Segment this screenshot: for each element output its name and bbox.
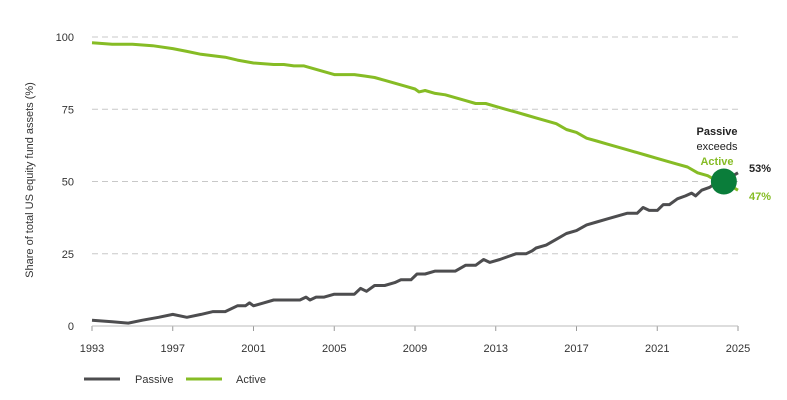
y-tick-label: 25 [62,249,74,261]
x-tick-label: 1993 [80,343,104,355]
annotation-active: Active [700,156,733,168]
series-line-passive [91,171,739,325]
gridlines [92,36,738,255]
legend-passive-label: Passive [135,374,174,386]
y-axis-ticks: 0 25 50 75 100 [56,32,74,333]
crossover-marker [710,168,737,195]
x-axis-ticks: 1993 1997 2001 2005 2009 2013 2017 2021 2025 [80,326,750,355]
y-axis-label: Share of total US equity fund assets (%) [24,82,36,278]
y-tick-label: 100 [56,32,74,44]
annotation-passive: Passive [697,126,738,138]
annotation-exceeds: exceeds [697,141,738,153]
x-tick-label: 2017 [564,343,588,355]
series-lines [91,41,739,325]
x-tick-label: 2009 [403,343,427,355]
x-tick-label: 2025 [726,343,750,355]
active-end-label: 47% [749,191,771,203]
x-tick-label: 2021 [645,343,669,355]
x-tick-label: 2005 [322,343,346,355]
legend: Passive Active [84,374,266,386]
y-tick-label: 50 [62,177,74,189]
legend-active-label: Active [236,374,266,386]
series-line-active [91,41,739,192]
passive-end-label: 53% [749,163,771,175]
y-tick-label: 0 [68,321,74,333]
x-tick-label: 1997 [161,343,185,355]
x-tick-label: 2013 [484,343,508,355]
y-tick-label: 75 [62,104,74,116]
x-tick-label: 2001 [241,343,265,355]
